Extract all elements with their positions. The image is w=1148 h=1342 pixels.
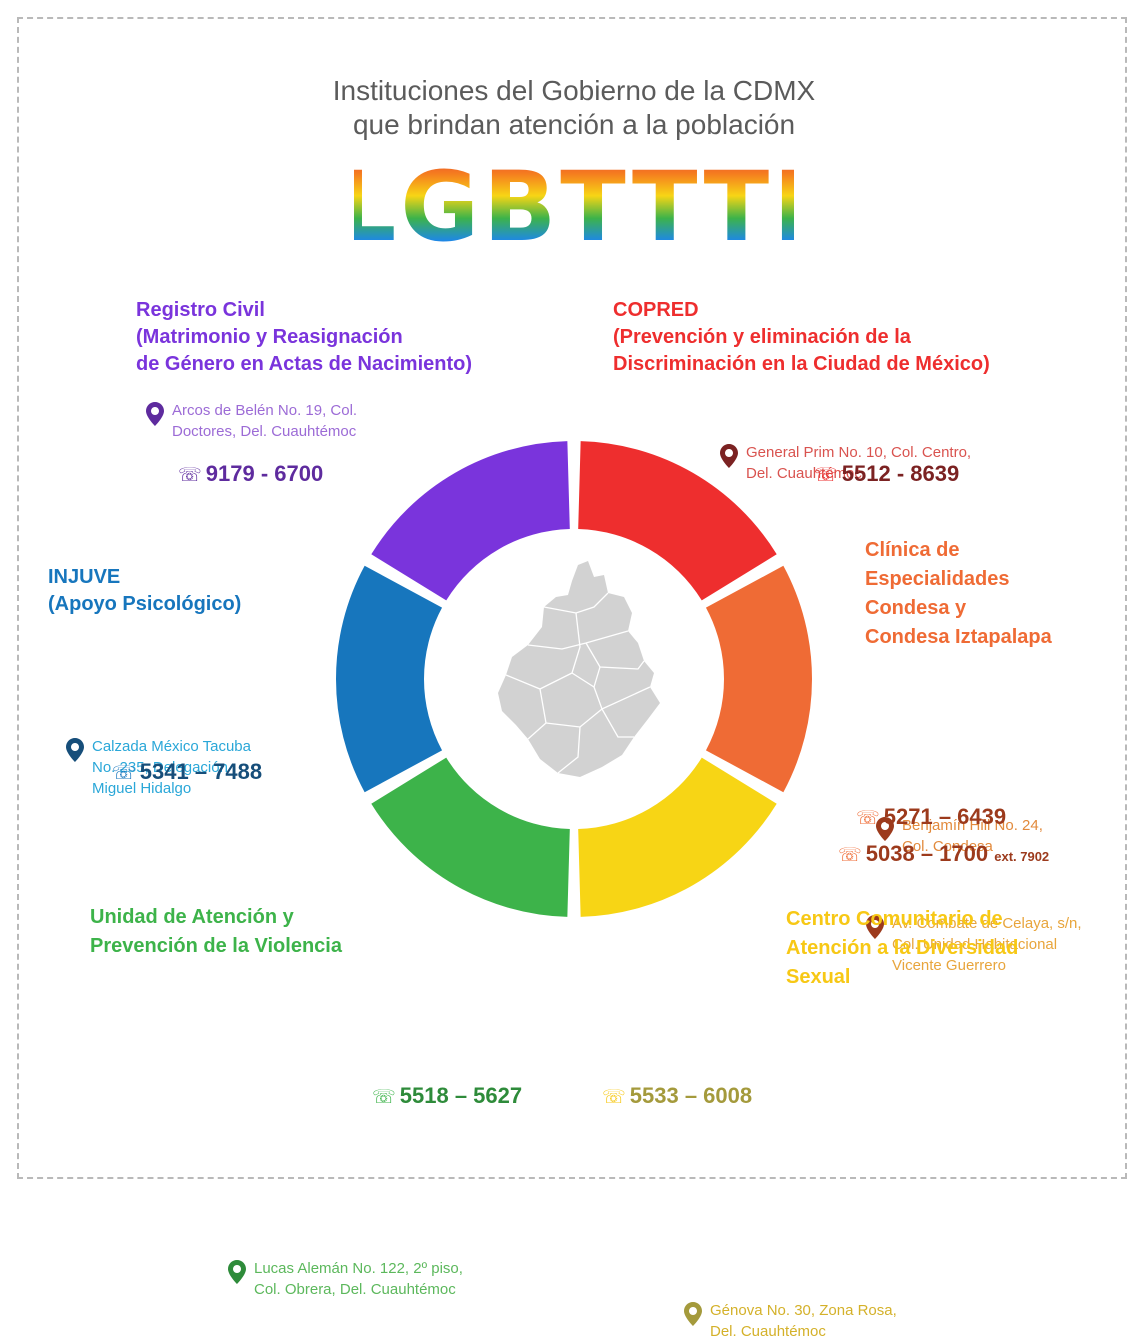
copred-block: COPRED (Prevención y eliminación de la D… (613, 297, 1073, 378)
phone-icon: ☏ (856, 808, 880, 829)
injuve-address-3: Miguel Hidalgo (92, 780, 192, 797)
map-pin-icon (876, 817, 894, 841)
unidad-phone-number: 5518 – 5627 (399, 1083, 523, 1108)
clinica-address-b-2: Col. Unidad Habitacional (892, 936, 1058, 953)
centro-name-3: Sexual (786, 966, 851, 988)
centro-name-1: Centro Comunitario de (786, 908, 1003, 930)
unidad-address-1: Lucas Alemán No. 122, 2º piso, (254, 1260, 463, 1277)
clinica-address-b: Av. Combate de Celaya, s/n, Col. Unidad … (866, 913, 1148, 976)
injuve-heading: INJUVE (Apoyo Psicológico) (48, 564, 328, 618)
registro-civil-name: Registro Civil (136, 299, 265, 321)
copred-phone-number: 5512 - 8639 (841, 461, 960, 486)
map-pin-icon (228, 1260, 246, 1284)
clinica-phone-2-ext: ext. 7902 (994, 849, 1050, 864)
clinica-address-b-3: Vicente Guerrero (892, 957, 1006, 974)
page-title: Instituciones del Gobierno de la CDMX qu… (0, 74, 1148, 142)
segment-orange (705, 565, 812, 793)
registro-civil-phone-number: 9179 - 6700 (205, 461, 324, 486)
copred-address: General Prim No. 10, Col. Centro, Del. C… (720, 442, 1148, 484)
injuve-address: Calzada México Tacuba No. 235, Delegació… (66, 736, 1148, 799)
copred-desc-2: Discriminación en la Ciudad de México) (613, 353, 990, 375)
injuve-name: INJUVE (48, 566, 121, 588)
phone-icon: ☏ (602, 1087, 626, 1108)
centro-address: Génova No. 30, Zona Rosa, Del. Cuauhtémo… (684, 1300, 1148, 1342)
segment-blue (336, 565, 443, 793)
donut-segments (336, 441, 812, 917)
map-pin-icon (684, 1302, 702, 1326)
registro-civil-address: Arcos de Belén No. 19, Col. Doctores, De… (146, 400, 1148, 442)
dashed-border (17, 17, 1127, 1179)
clinica-phone-2-number: 5038 – 1700 (865, 841, 989, 866)
registro-civil-desc-2: de Género en Actas de Nacimiento) (136, 353, 473, 375)
injuve-address-1: Calzada México Tacuba (92, 738, 251, 755)
segment-green (371, 757, 570, 917)
phone-icon: ☏ (838, 845, 862, 866)
clinica-phone-1-number: 5271 – 6439 (883, 804, 1007, 829)
unidad-address: Lucas Alemán No. 122, 2º piso, Col. Obre… (228, 1258, 1148, 1300)
donut-ring (336, 441, 812, 917)
clinica-phone-1: ☏ 5271 – 6439 (856, 803, 1006, 833)
unidad-name-1: Unidad de Atención y (90, 906, 294, 928)
unidad-block: Unidad de Atención y Prevención de la Vi… (90, 903, 490, 961)
map-pin-icon (66, 738, 84, 762)
centro-phone-number: 5533 – 6008 (629, 1083, 753, 1108)
injuve-block: INJUVE (Apoyo Psicológico) (48, 564, 328, 618)
unidad-heading: Unidad de Atención y Prevención de la Vi… (90, 903, 490, 961)
clinica-heading: Clínica de Especialidades Condesa y Cond… (865, 536, 1125, 652)
unidad-name-2: Prevención de la Violencia (90, 935, 342, 957)
clinica-name-3: Condesa y (865, 597, 967, 619)
title-line-2: que brindan atención a la población (352, 109, 796, 140)
map-pin-icon (866, 915, 884, 939)
lgbttti-rainbow-text: LGBTTTI (354, 160, 794, 250)
phone-icon: ☏ (112, 763, 136, 784)
phone-icon: ☏ (178, 465, 202, 486)
registro-civil-block: Registro Civil (Matrimonio y Reasignació… (136, 297, 556, 378)
clinica-address-a-2: Col. Condesa (902, 838, 993, 855)
centro-name-2: Atención a la Diversidad (786, 937, 1019, 959)
copred-heading: COPRED (Prevención y eliminación de la D… (613, 297, 1073, 378)
map-pin-icon (720, 444, 738, 468)
phone-icon: ☏ (814, 465, 838, 486)
segment-red (578, 441, 777, 601)
clinica-name-1: Clínica de (865, 539, 960, 561)
title-line-1: Instituciones del Gobierno de la CDMX (332, 75, 816, 106)
injuve-phone-number: 5341 – 7488 (139, 759, 263, 784)
centro-heading: Centro Comunitario de Atención a la Dive… (786, 905, 1106, 992)
centro-block: Centro Comunitario de Atención a la Dive… (786, 905, 1106, 992)
registro-civil-address-2: Doctores, Del. Cuauhtémoc (172, 423, 357, 440)
injuve-phone: ☏ 5341 – 7488 (112, 758, 262, 788)
clinica-address-a-1: Benjamín Hill No. 24, (902, 817, 1043, 834)
clinica-name-2: Especialidades (865, 568, 1010, 590)
clinica-block: Clínica de Especialidades Condesa y Cond… (865, 536, 1125, 652)
unidad-phone: ☏ 5518 – 5627 (372, 1082, 522, 1112)
segment-purple (371, 441, 570, 601)
copred-phone: ☏ 5512 - 8639 (814, 460, 959, 490)
copred-address-2: Del. Cuauhtémoc (746, 465, 862, 482)
copred-desc-1: (Prevención y eliminación de la (613, 326, 911, 348)
segment-yellow (578, 757, 777, 917)
registro-civil-phone: ☏ 9179 - 6700 (178, 460, 323, 490)
clinica-phone-2: ☏ 5038 – 1700 ext. 7902 (838, 840, 1049, 871)
lgbttti-acronym: LGBTTTI (354, 160, 794, 250)
registro-civil-heading: Registro Civil (Matrimonio y Reasignació… (136, 297, 556, 378)
cdmx-map-icon (498, 561, 660, 777)
lgbttti-heading: LGBTTTI (0, 160, 1148, 255)
map-pin-icon (146, 402, 164, 426)
phone-icon: ☏ (372, 1087, 396, 1108)
registro-civil-address-1: Arcos de Belén No. 19, Col. (172, 402, 358, 419)
centro-address-2: Del. Cuauhtémoc (710, 1323, 826, 1340)
injuve-desc: (Apoyo Psicológico) (48, 593, 242, 615)
clinica-address-b-1: Av. Combate de Celaya, s/n, (892, 915, 1082, 932)
clinica-name-4: Condesa Iztapalapa (865, 626, 1052, 648)
centro-phone: ☏ 5533 – 6008 (602, 1082, 752, 1112)
registro-civil-desc-1: (Matrimonio y Reasignación (136, 326, 403, 348)
copred-name: COPRED (613, 299, 699, 321)
unidad-address-2: Col. Obrera, Del. Cuauhtémoc (254, 1281, 456, 1298)
centro-address-1: Génova No. 30, Zona Rosa, (710, 1302, 897, 1319)
clinica-address-a: Benjamín Hill No. 24, Col. Condesa (876, 815, 1148, 857)
injuve-address-2: No. 235, Delegación (92, 759, 228, 776)
copred-address-1: General Prim No. 10, Col. Centro, (746, 444, 972, 461)
